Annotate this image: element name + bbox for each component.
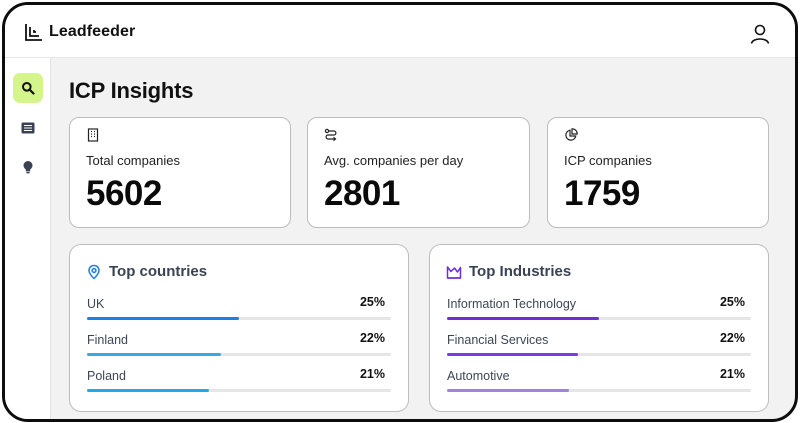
- stat-card-avg-companies-per-day: Avg. companies per day 2801: [307, 117, 530, 228]
- stat-label: Total companies: [86, 153, 180, 168]
- stat-card-icp-companies: ICP companies 1759: [547, 117, 769, 228]
- top-industries-title: Top Industries: [469, 263, 572, 280]
- stat-value: 5602: [86, 174, 162, 213]
- list-item: Finland 22%: [87, 331, 391, 363]
- progress-fill: [87, 353, 221, 356]
- progress-fill: [87, 389, 209, 392]
- page-title: ICP Insights: [69, 78, 194, 103]
- stat-label: ICP companies: [564, 153, 652, 168]
- progress-track: [447, 389, 751, 392]
- list-item: UK 25%: [87, 295, 391, 327]
- route-icon: [324, 128, 337, 142]
- stat-card-total-companies: Total companies 5602: [69, 117, 291, 228]
- stat-value: 1759: [564, 174, 640, 213]
- list-item: Financial Services 22%: [447, 331, 751, 363]
- progress-fill: [447, 353, 578, 356]
- top-industries-header: Top Industries: [446, 263, 571, 280]
- industry-name: Financial Services: [447, 333, 549, 347]
- industry-name: Information Technology: [447, 297, 577, 311]
- search-icon: [22, 82, 35, 95]
- list-icon: [21, 122, 35, 134]
- top-countries-card: Top countries UK 25% Finland 22% Poland …: [69, 244, 409, 412]
- nav-insights-button[interactable]: [13, 152, 43, 182]
- nav-search-button[interactable]: [13, 73, 43, 103]
- pie-chart-icon: [565, 128, 578, 141]
- list-item: Poland 21%: [87, 367, 391, 399]
- top-countries-title: Top countries: [109, 263, 208, 280]
- industry-icon: [446, 265, 462, 279]
- stat-value: 2801: [324, 174, 400, 213]
- country-name: UK: [87, 297, 105, 311]
- country-name: Poland: [87, 369, 126, 383]
- list-item: Automotive 21%: [447, 367, 751, 399]
- country-percent: 25%: [359, 295, 385, 309]
- progress-track: [447, 353, 751, 356]
- industry-percent: 21%: [719, 367, 745, 381]
- location-pin-icon: [88, 264, 100, 280]
- brand-name: Leadfeeder: [49, 23, 136, 40]
- country-percent: 21%: [359, 367, 385, 381]
- building-icon: [87, 128, 99, 142]
- top-countries-header: Top countries: [86, 263, 207, 280]
- brand-logo[interactable]: Leadfeeder: [25, 23, 135, 41]
- user-account-icon[interactable]: [749, 23, 771, 45]
- industry-name: Automotive: [447, 369, 510, 383]
- leadfeeder-logo-icon: [25, 24, 42, 41]
- stat-label: Avg. companies per day: [324, 153, 464, 168]
- industry-percent: 25%: [719, 295, 745, 309]
- country-name: Finland: [87, 333, 128, 347]
- main-content: ICP Insights Total companies 5602 Avg. c…: [51, 58, 795, 419]
- progress-track: [87, 353, 391, 356]
- list-item: Information Technology 25%: [447, 295, 751, 327]
- progress-fill: [447, 317, 599, 320]
- progress-track: [87, 389, 391, 392]
- progress-track: [447, 317, 751, 320]
- lightbulb-icon: [23, 161, 33, 174]
- country-percent: 22%: [359, 331, 385, 345]
- industry-percent: 22%: [719, 331, 745, 345]
- sidebar: [5, 58, 51, 419]
- progress-track: [87, 317, 391, 320]
- top-industries-card: Top Industries Information Technology 25…: [429, 244, 769, 412]
- progress-fill: [447, 389, 569, 392]
- progress-fill: [87, 317, 239, 320]
- top-bar: Leadfeeder: [5, 5, 795, 58]
- nav-list-button[interactable]: [13, 113, 43, 143]
